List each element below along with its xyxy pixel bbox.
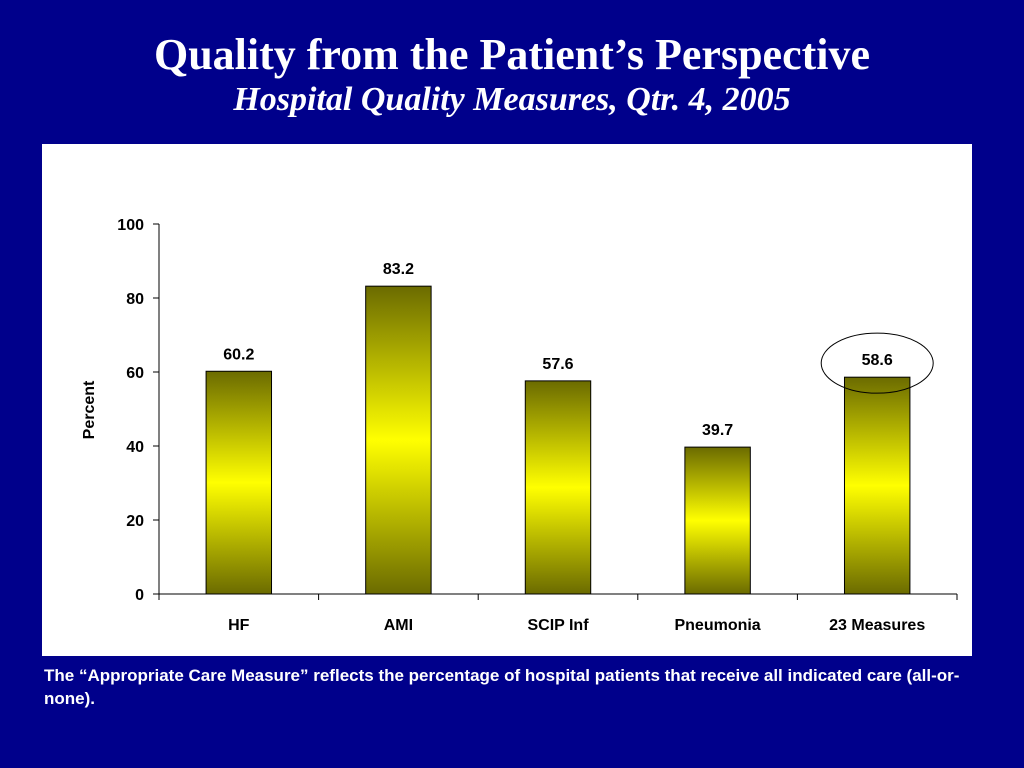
chart-bars — [205, 285, 911, 595]
x-tick-label: AMI — [384, 617, 413, 634]
data-label: 83.2 — [383, 261, 414, 278]
bar-hf — [205, 370, 273, 595]
y-tick-label: 40 — [126, 439, 144, 456]
slide-title: Quality from the Patient’s Perspective — [153, 30, 871, 79]
bar-chart: 0 20 40 60 80 100 60.2 HF 83.2 AMI 57.6 SCIP Inf 39… — [81, 217, 958, 634]
x-tick-label: 23 Measures — [829, 617, 925, 634]
y-tick-label: 100 — [117, 217, 144, 234]
caption-text: The “Appropriate Care Measure” reflects … — [44, 666, 960, 708]
y-tick-label: 80 — [126, 291, 144, 308]
bar-scip-inf — [524, 380, 592, 595]
data-label: 60.2 — [223, 346, 254, 363]
y-axis-label: Percent — [81, 380, 98, 439]
bar-23-measures — [843, 376, 911, 595]
x-tick-label: HF — [228, 617, 250, 634]
chart-axes: 0 20 40 60 80 100 — [117, 217, 958, 604]
y-tick-label: 60 — [126, 365, 144, 382]
highlight-ellipse — [820, 332, 934, 394]
data-label: 58.6 — [862, 352, 893, 369]
y-tick-label: 20 — [126, 513, 144, 530]
bar-ami — [365, 285, 432, 595]
slide-subtitle: Hospital Quality Measures, Qtr. 4, 2005 — [233, 81, 791, 118]
chart-panel: 0 20 40 60 80 100 60.2 HF 83.2 AMI 57.6 SCIP Inf 39… — [42, 144, 972, 656]
y-tick-label: 0 — [135, 587, 144, 604]
bar-pneumonia — [684, 446, 751, 595]
chart-labels: 60.2 HF 83.2 AMI 57.6 SCIP Inf 39.7 Pneumonia 58… — [223, 261, 934, 634]
x-tick-label: SCIP Inf — [527, 617, 589, 634]
data-label: 39.7 — [702, 422, 733, 439]
data-label: 57.6 — [542, 356, 573, 373]
x-tick-label: Pneumonia — [674, 617, 760, 634]
